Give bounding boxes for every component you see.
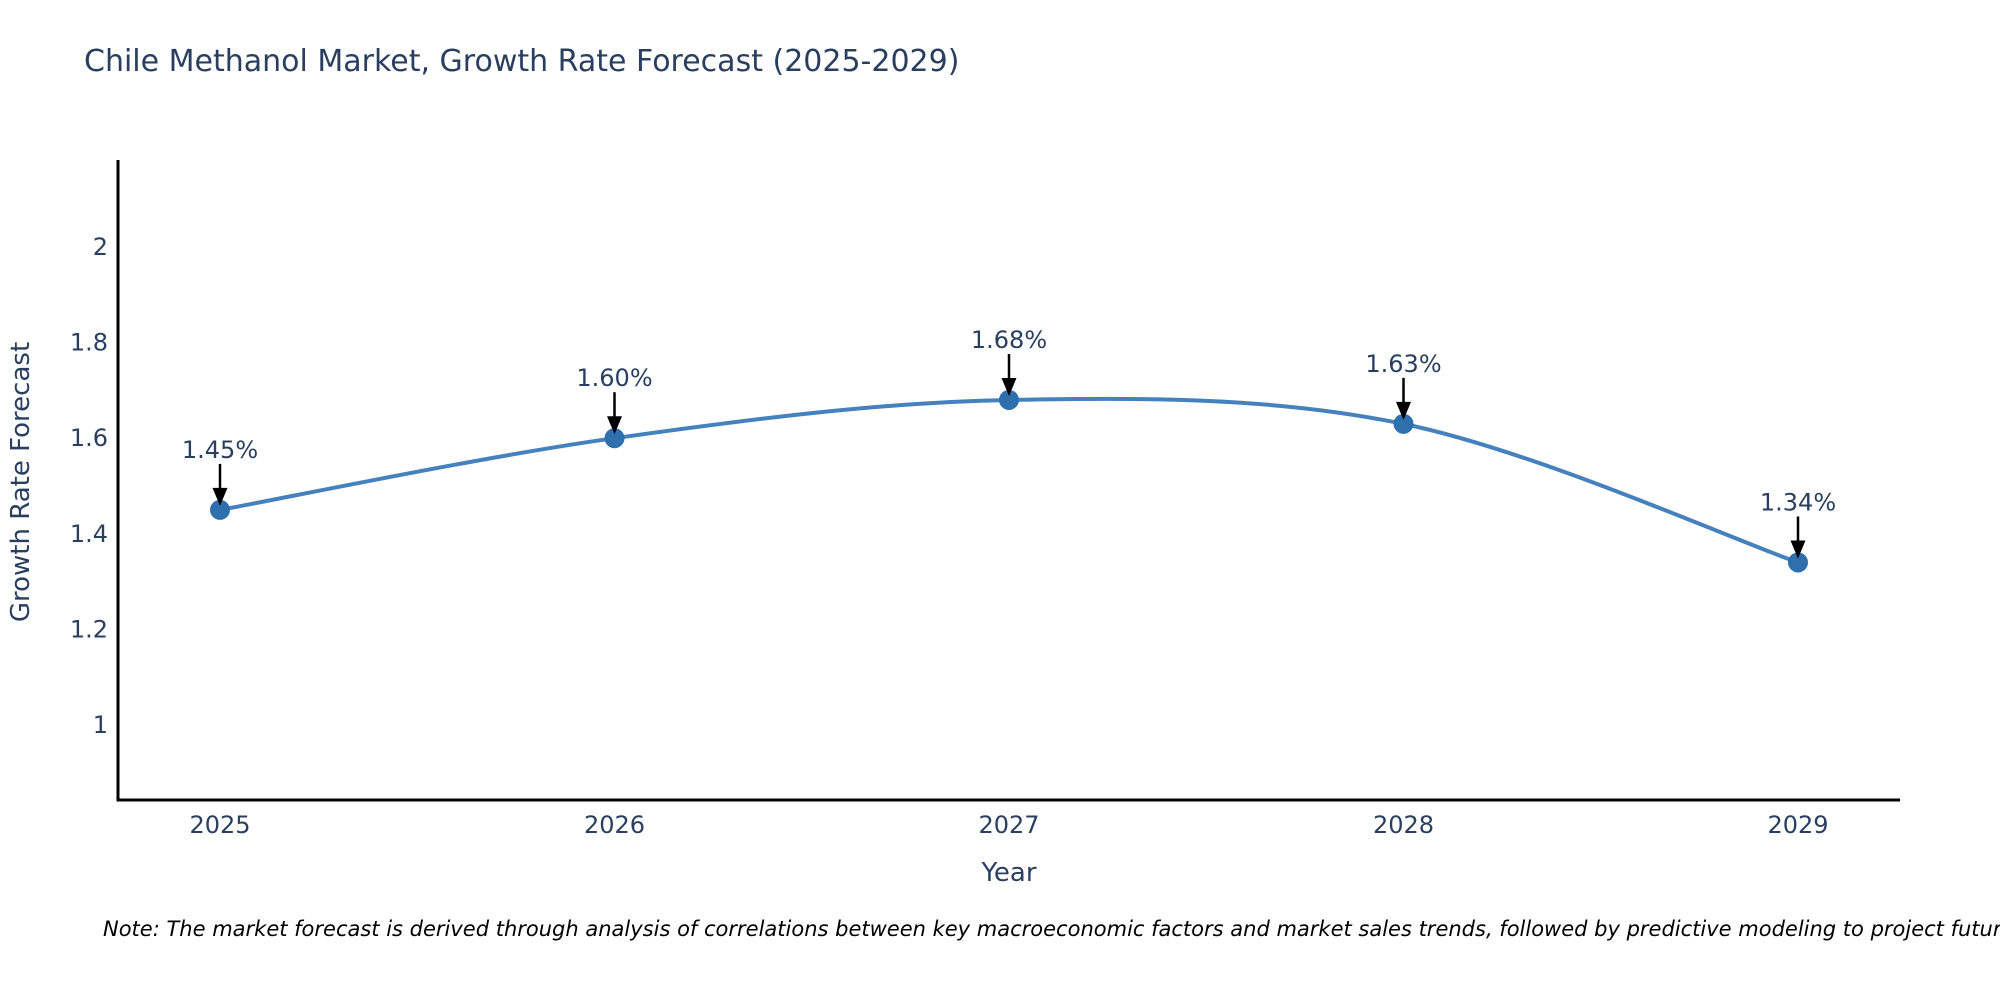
y-tick-label: 2	[93, 233, 108, 261]
x-tick-label: 2029	[1767, 811, 1828, 839]
y-tick-label: 1.8	[70, 329, 108, 357]
x-axis-title: Year	[981, 858, 1037, 888]
y-tick-label: 1.4	[70, 520, 108, 548]
data-point-2028	[1393, 413, 1414, 434]
annotation-arrowhead	[1001, 377, 1017, 396]
x-tick-label: 2027	[978, 811, 1039, 839]
data-point-2027	[999, 389, 1019, 410]
data-point-2025	[210, 499, 230, 520]
point-value-label: 1.34%	[1760, 488, 1836, 516]
point-value-label: 1.45%	[182, 436, 258, 464]
point-value-label: 1.63%	[1365, 350, 1441, 378]
x-tick-label: 2028	[1373, 811, 1434, 839]
y-tick-label: 1.2	[70, 615, 108, 643]
chart-title: Chile Methanol Market, Growth Rate Forec…	[84, 44, 960, 79]
annotation-arrowhead	[212, 487, 228, 506]
x-tick-label: 2025	[189, 811, 250, 839]
annotation-arrowhead	[1790, 540, 1806, 559]
point-value-label: 1.60%	[576, 364, 652, 392]
data-point-2026	[604, 428, 625, 449]
trend-line	[219, 396, 1799, 565]
annotation-arrowhead	[607, 416, 622, 435]
footnote: Note: The market forecast is derived thr…	[103, 917, 2000, 941]
y-tick-label: 1.6	[70, 424, 108, 452]
annotation-arrowhead	[1396, 401, 1411, 420]
data-point-2029	[1788, 552, 1808, 573]
y-tick-label: 1	[93, 711, 108, 739]
point-value-label: 1.68%	[971, 326, 1047, 354]
x-tick-label: 2026	[584, 811, 645, 839]
